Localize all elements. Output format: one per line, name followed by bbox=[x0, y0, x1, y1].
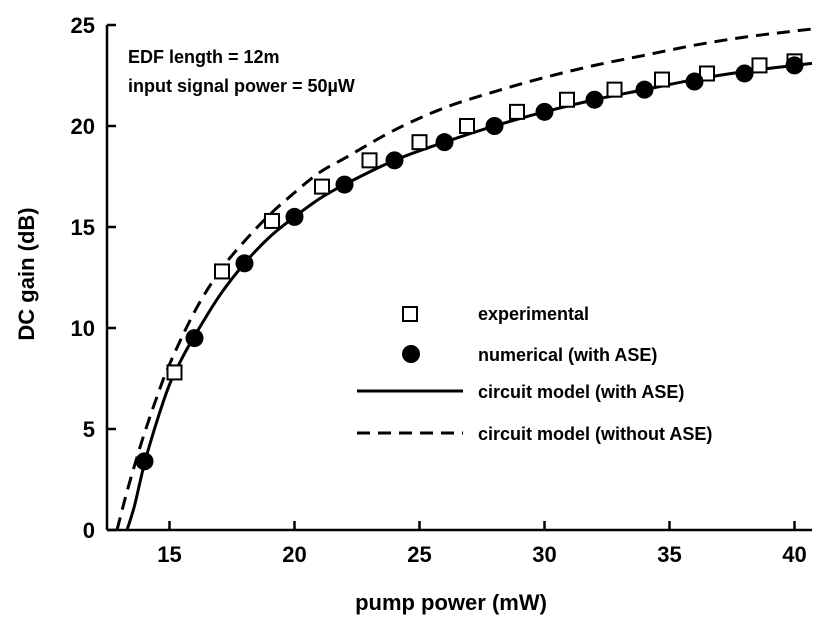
point-experimental-6 bbox=[459, 118, 475, 134]
x-tick-label-20: 20 bbox=[282, 542, 306, 567]
x-tick-label-40: 40 bbox=[782, 542, 806, 567]
axis-ticks: 15 20 25 30 35 40 0 5 10 15 20 25 bbox=[71, 13, 807, 567]
y-tick-label-15: 15 bbox=[71, 215, 95, 240]
legend-marker-experimental bbox=[402, 306, 418, 322]
point-experimental-8 bbox=[559, 91, 575, 108]
x-tick-label-35: 35 bbox=[657, 542, 681, 567]
point-experimental-12 bbox=[751, 57, 768, 74]
x-tick-label-30: 30 bbox=[532, 542, 556, 567]
plot-area bbox=[105, 25, 812, 532]
point-experimental-4 bbox=[361, 152, 378, 169]
point-numerical-with-ase-6 bbox=[435, 133, 454, 152]
point-numerical-with-ase-2 bbox=[235, 254, 254, 273]
point-numerical-with-ase-8 bbox=[535, 102, 554, 121]
point-experimental-5 bbox=[411, 134, 428, 151]
point-numerical-with-ase-12 bbox=[735, 64, 754, 83]
point-numerical-with-ase-11 bbox=[685, 72, 704, 91]
point-experimental-0 bbox=[166, 364, 183, 381]
series-line-circuit-model-without-ase bbox=[115, 27, 813, 531]
legend-label-numerical: numerical (with ASE) bbox=[478, 345, 657, 365]
point-experimental-9 bbox=[606, 81, 623, 98]
legend-label-circuit-with-ase: circuit model (with ASE) bbox=[478, 382, 684, 402]
point-numerical-with-ase-9 bbox=[585, 90, 604, 109]
point-experimental-7 bbox=[509, 103, 525, 120]
point-experimental-10 bbox=[654, 71, 670, 88]
point-experimental-1 bbox=[214, 263, 230, 280]
point-numerical-with-ase-4 bbox=[335, 175, 354, 194]
point-experimental-2 bbox=[264, 212, 280, 229]
point-numerical-with-ase-10 bbox=[635, 80, 654, 99]
x-tick-label-25: 25 bbox=[407, 542, 431, 567]
annotation-edf-length: EDF length = 12m bbox=[128, 47, 280, 67]
point-numerical-with-ase-3 bbox=[285, 207, 304, 226]
point-experimental-11 bbox=[699, 65, 715, 82]
y-tick-label-20: 20 bbox=[71, 114, 95, 139]
y-axis-title: DC gain (dB) bbox=[14, 207, 39, 340]
annotation-signal-power: input signal power = 50µW bbox=[128, 76, 355, 96]
y-tick-label-0: 0 bbox=[83, 518, 95, 543]
legend-label-circuit-without-ase: circuit model (without ASE) bbox=[478, 424, 712, 444]
series-markers bbox=[135, 53, 804, 471]
point-numerical-with-ase-1 bbox=[185, 329, 204, 348]
y-tick-label-25: 25 bbox=[71, 13, 95, 38]
x-tick-label-15: 15 bbox=[157, 542, 181, 567]
point-experimental-3 bbox=[314, 178, 330, 195]
legend-label-experimental: experimental bbox=[478, 304, 589, 324]
series-lines bbox=[115, 27, 813, 531]
legend: experimental numerical (with ASE) circui… bbox=[357, 304, 712, 444]
point-numerical-with-ase-13 bbox=[785, 56, 804, 75]
point-numerical-with-ase-0 bbox=[135, 452, 154, 471]
y-tick-label-5: 5 bbox=[83, 417, 95, 442]
y-tick-label-10: 10 bbox=[71, 316, 95, 341]
legend-marker-numerical bbox=[402, 345, 420, 363]
point-numerical-with-ase-5 bbox=[385, 151, 404, 170]
x-axis-title: pump power (mW) bbox=[355, 590, 547, 615]
point-numerical-with-ase-7 bbox=[485, 117, 504, 135]
